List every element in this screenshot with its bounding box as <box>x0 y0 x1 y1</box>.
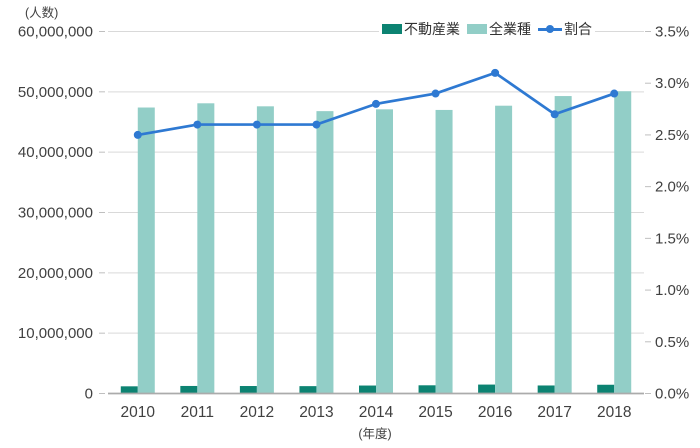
x-axis-label-2014: 2014 <box>359 404 394 421</box>
x-axis-label-2010: 2010 <box>121 404 156 421</box>
bar-real-estate-2010 <box>120 386 138 394</box>
bar-all-industries-2017 <box>554 96 572 394</box>
bar-real-estate-2012 <box>239 386 257 394</box>
legend-swatch-all-industries-icon <box>467 24 487 34</box>
bar-real-estate-2014 <box>359 385 376 394</box>
bar-all-industries-2013 <box>316 111 334 394</box>
ratio-point-2011 <box>193 120 202 129</box>
bar-all-industries-2015 <box>435 109 453 394</box>
bar-all-industries-2010 <box>137 107 155 394</box>
legend-label-real-estate: 不動産業 <box>404 21 460 37</box>
left-axis-tick-label: 10,000,000 <box>18 325 93 342</box>
legend-ratio-marker-icon <box>546 25 554 33</box>
left-axis-tick-label: 20,000,000 <box>18 265 93 282</box>
x-axis-label-2012: 2012 <box>240 404 274 421</box>
bar-all-industries-2016 <box>495 105 513 394</box>
left-axis-tick-label: 40,000,000 <box>18 144 93 161</box>
legend-label-all-industries: 全業種 <box>489 21 531 37</box>
legend-item-real-estate: 不動産業 <box>382 19 460 39</box>
ratio-point-2013 <box>312 120 321 129</box>
right-axis-tick-label: 3.0% <box>655 75 689 92</box>
legend-swatch-ratio-line-icon <box>538 23 562 35</box>
bar-real-estate-2018 <box>597 384 615 394</box>
left-axis-tick-label: 30,000,000 <box>18 205 93 222</box>
ratio-point-2014 <box>372 99 380 108</box>
legend-swatch-real-estate-icon <box>382 24 402 34</box>
left-axis-tick-label: 60,000,000 <box>18 24 93 41</box>
ratio-point-2015 <box>431 89 440 98</box>
left-axis-tick-label: 50,000,000 <box>18 84 93 101</box>
left-axis-tick-label: 0 <box>85 386 93 403</box>
x-axis-label-2017: 2017 <box>537 404 571 421</box>
ratio-point-2012 <box>252 120 261 129</box>
x-axis-label-2016: 2016 <box>478 404 512 421</box>
x-axis-label-2015: 2015 <box>418 404 452 421</box>
right-axis-tick-label: 1.0% <box>655 282 689 299</box>
bar-real-estate-2015 <box>418 385 436 394</box>
x-axis-label-2011: 2011 <box>181 404 214 421</box>
legend-label-ratio: 割合 <box>564 21 592 37</box>
bar-real-estate-2016 <box>478 384 496 394</box>
bar-all-industries-2014 <box>376 109 393 394</box>
bar-all-industries-2018 <box>614 91 632 394</box>
legend: 不動産業 全業種 割合 <box>379 20 595 38</box>
right-axis-tick-label: 2.5% <box>655 127 689 144</box>
right-axis-tick-label: 3.5% <box>655 24 689 41</box>
x-axis-label-2013: 2013 <box>299 404 333 421</box>
right-axis-tick-label: 1.5% <box>655 230 689 247</box>
legend-item-all-industries: 全業種 <box>467 19 531 39</box>
ratio-point-2016 <box>491 68 500 77</box>
bar-real-estate-2013 <box>299 386 317 394</box>
bar-real-estate-2017 <box>537 385 555 394</box>
ratio-point-2018 <box>610 89 619 98</box>
x-axis-unit-label: (年度) <box>358 427 392 441</box>
bar-all-industries-2012 <box>256 106 274 394</box>
x-axis-label-2018: 2018 <box>597 404 631 421</box>
left-axis-unit-label: (人数) <box>25 6 59 20</box>
ratio-point-2010 <box>133 130 142 139</box>
right-axis-tick-label: 2.0% <box>655 179 689 196</box>
legend-item-ratio: 割合 <box>538 19 592 39</box>
right-axis-tick-label: 0.5% <box>655 334 689 351</box>
bar-real-estate-2011 <box>180 385 198 394</box>
right-axis-tick-label: 0.0% <box>655 386 689 403</box>
ratio-point-2017 <box>550 110 559 119</box>
bar-all-industries-2011 <box>197 103 215 394</box>
